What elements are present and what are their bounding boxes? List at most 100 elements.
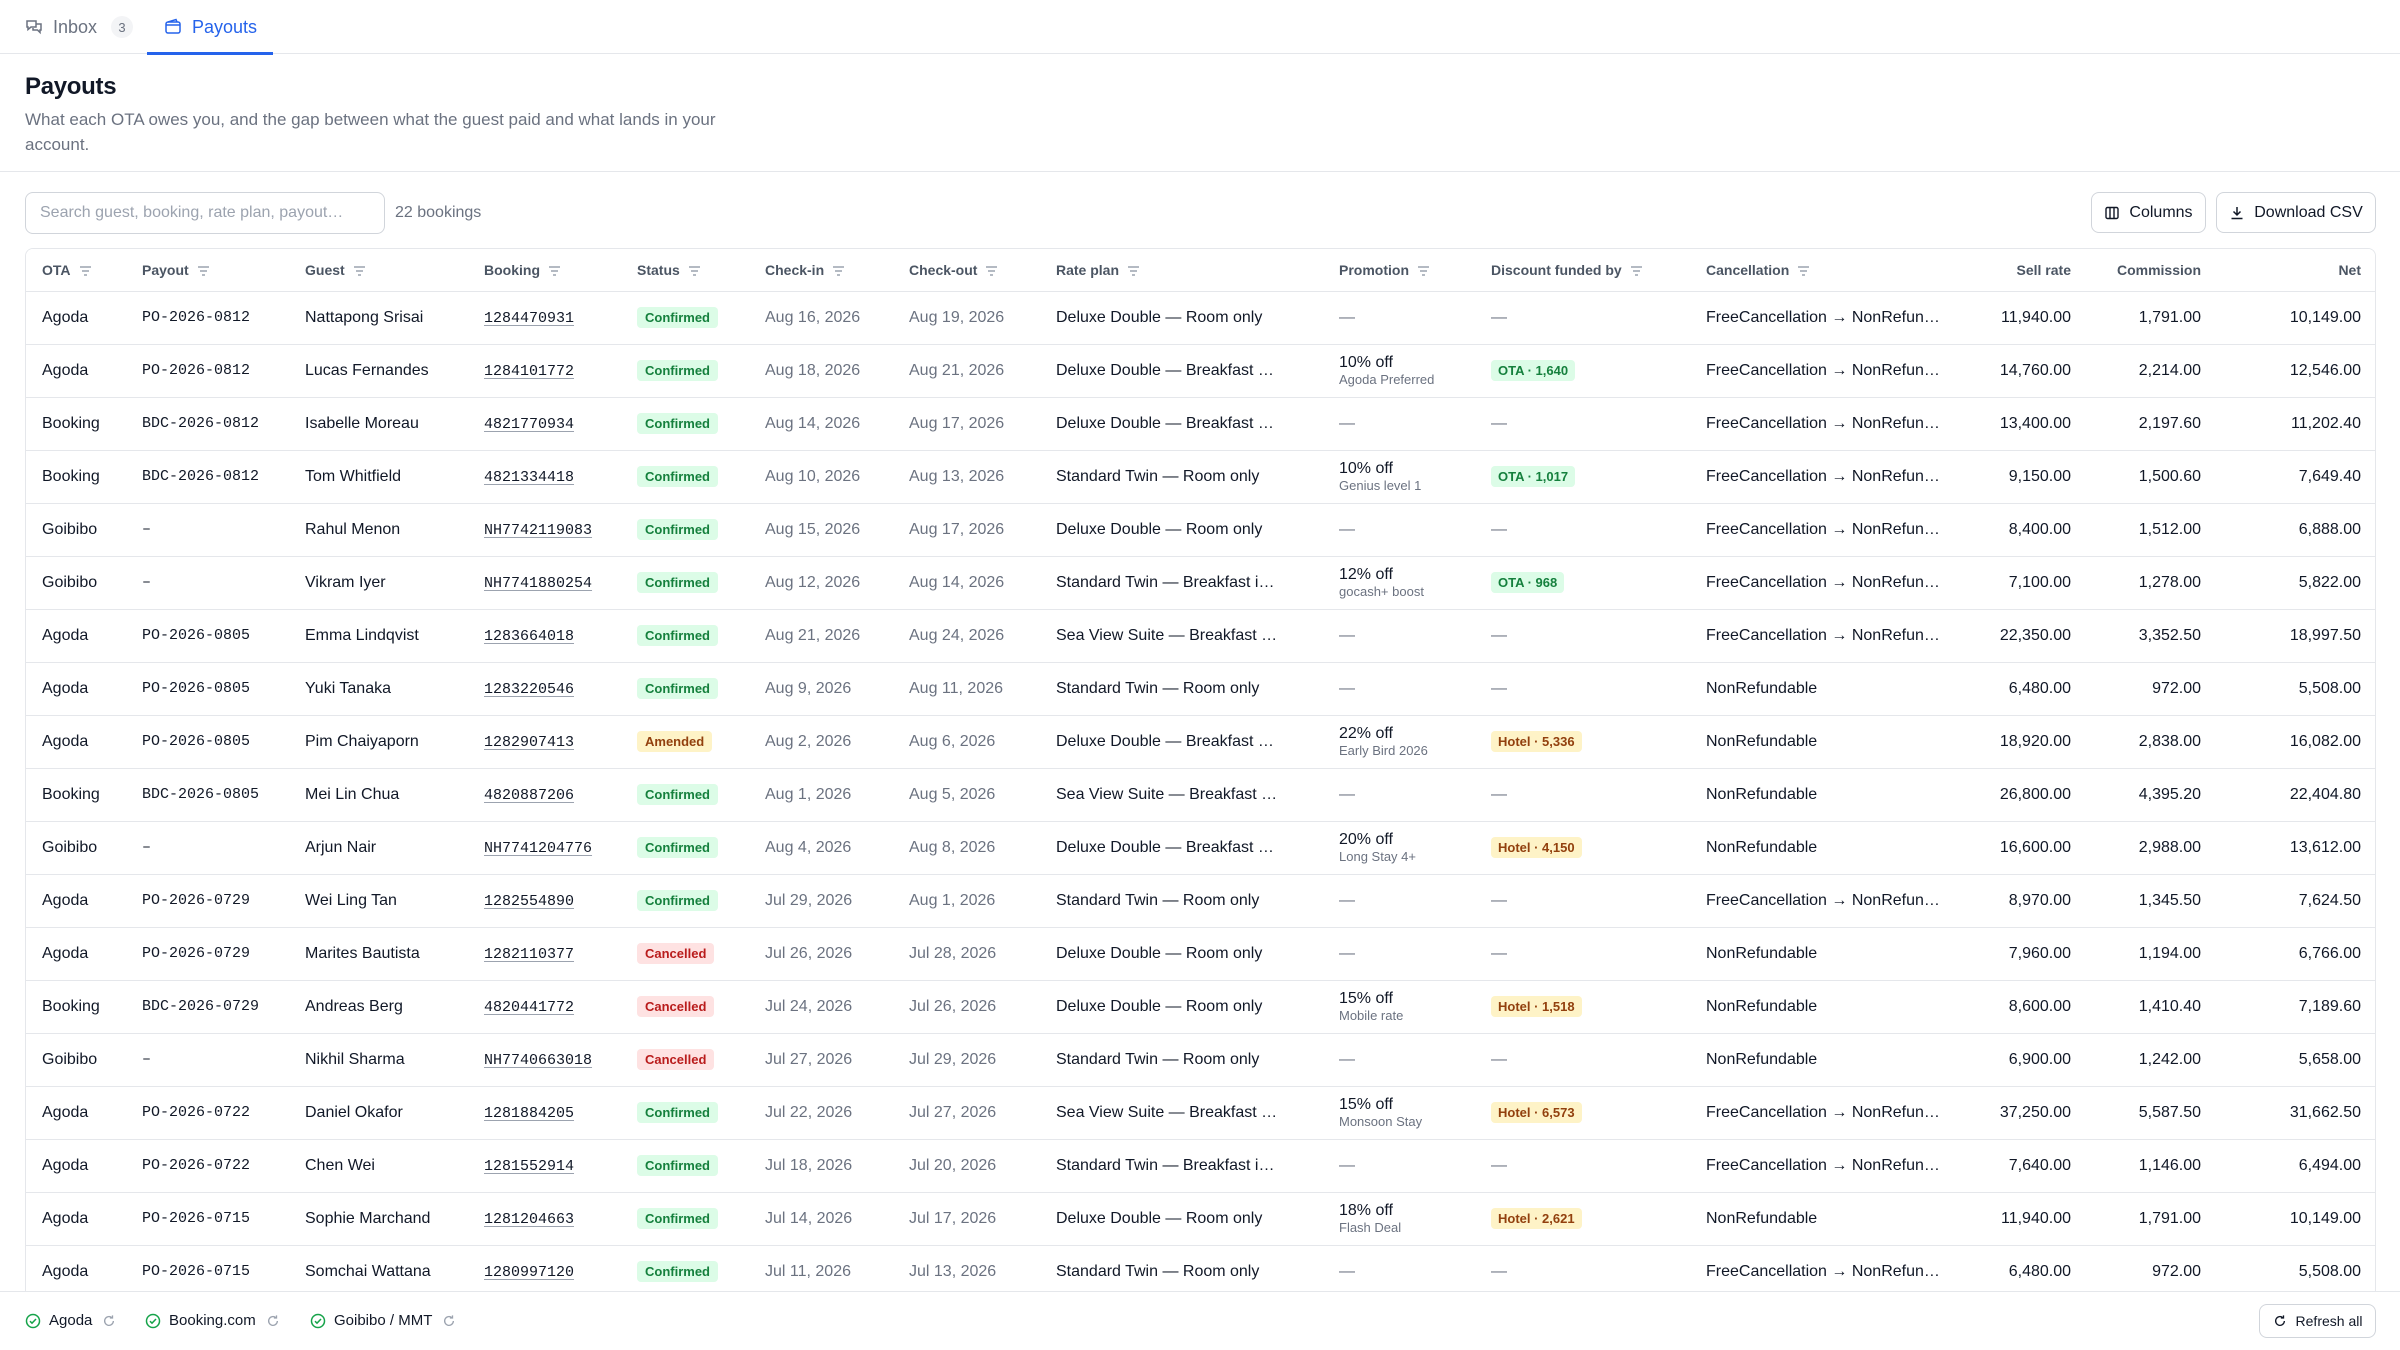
column-header-payout[interactable]: Payout [126,249,289,292]
booking-link[interactable]: 1282907413 [484,733,575,751]
table-header-row: OTA Payout Guest Booking Status Check-in… [26,249,2375,292]
booking-link[interactable]: NH7742119083 [484,521,593,539]
search-input[interactable] [25,192,385,234]
column-header-guest[interactable]: Guest [289,249,468,292]
cell-ota: Agoda [26,1086,126,1140]
cell-rate-plan: Standard Twin — Breakfast i… [1040,556,1323,610]
booking-link[interactable]: 4821770934 [484,415,575,433]
download-csv-label: Download CSV [2254,203,2363,221]
cell-commission: 1,278.00 [2087,556,2217,610]
tab-inbox[interactable]: Inbox 3 [24,0,134,54]
column-header-cancellation[interactable]: Cancellation [1690,249,1961,292]
discount-funded-empty: — [1491,891,1507,909]
column-header-promotion[interactable]: Promotion [1323,249,1475,292]
cell-net: 10,149.00 [2217,1192,2375,1246]
table-row[interactable]: Goibibo – Vikram Iyer NH7741880254 Confirmed… [26,556,2375,610]
table-row[interactable]: Agoda PO-2026-0812 Nattapong Srisai 1284470… [26,291,2375,345]
cell-net: 6,766.00 [2217,927,2375,981]
booking-link[interactable]: 1280997120 [484,1263,575,1281]
table-row[interactable]: Booking BDC-2026-0805 Mei Lin Chua 48208872… [26,768,2375,822]
booking-link[interactable]: 1284101772 [484,362,575,380]
cell-checkout: Jul 26, 2026 [893,980,1040,1034]
cell-ota: Booking [26,980,126,1034]
tab-payouts[interactable]: Payouts [147,0,274,55]
table-row[interactable]: Agoda PO-2026-0722 Chen Wei 1281552914 Confi… [26,1139,2375,1193]
table-row[interactable]: Agoda PO-2026-0805 Pim Chaiyaporn 128290741… [26,715,2375,769]
booking-link[interactable]: 4820441772 [484,998,575,1016]
table-row[interactable]: Booking BDC-2026-0729 Andreas Berg 48204417… [26,980,2375,1034]
table-row[interactable]: Goibibo – Rahul Menon NH7742119083 Confirmed… [26,503,2375,557]
cell-booking: 1282554890 [468,874,621,928]
filter-icon [986,266,998,276]
table-row[interactable]: Agoda PO-2026-0729 Marites Bautista 1282110… [26,927,2375,981]
cell-cancellation: FreeCancellation → NonRefund… [1690,503,1961,557]
cell-cancellation: NonRefundable [1690,662,1961,716]
booking-link[interactable]: 1282554890 [484,892,575,910]
table-row[interactable]: Booking BDC-2026-0812 Tom Whitfield 4821334… [26,450,2375,504]
refresh-icon[interactable] [442,1314,456,1328]
cell-ota: Booking [26,450,126,504]
cell-guest: Wei Ling Tan [289,874,468,928]
column-header-commission[interactable]: Commission [2087,249,2217,292]
booking-link[interactable]: 1284470931 [484,309,575,327]
cell-cancellation: FreeCancellation → NonRefund… [1690,1245,1961,1291]
cell-cancellation: FreeCancellation → NonRefund… [1690,344,1961,398]
column-header-ota[interactable]: OTA [26,249,126,292]
booking-link[interactable]: 1281884205 [484,1104,575,1122]
column-header-net[interactable]: Net [2217,249,2375,292]
column-header-sell-rate[interactable]: Sell rate [1961,249,2087,292]
cell-promotion: — [1323,874,1475,928]
cell-promotion: — [1323,662,1475,716]
booking-link[interactable]: 1281552914 [484,1157,575,1175]
booking-link[interactable]: 1283664018 [484,627,575,645]
cell-net: 10,149.00 [2217,291,2375,345]
booking-link[interactable]: NH7741204776 [484,839,593,857]
column-header-checkin[interactable]: Check-in [749,249,893,292]
columns-button[interactable]: Columns [2091,192,2206,233]
promotion-name: Flash Deal [1339,1219,1402,1235]
table-row[interactable]: Goibibo – Arjun Nair NH7741204776 Confirmed A… [26,821,2375,875]
discount-funded-badge: OTA · 968 [1491,572,1565,593]
table-row[interactable]: Agoda PO-2026-0812 Lucas Fernandes 12841017… [26,344,2375,398]
cell-discount-funded-by: — [1475,1245,1690,1291]
column-header-checkout[interactable]: Check-out [893,249,1040,292]
column-header-discount-funded-by[interactable]: Discount funded by [1475,249,1690,292]
refresh-icon[interactable] [266,1314,280,1328]
cell-status: Confirmed [621,344,749,398]
cell-payout: PO-2026-0729 [126,874,289,928]
cell-cancellation: FreeCancellation → NonRefund… [1690,291,1961,345]
promotion-value: — [1339,626,1355,644]
booking-link[interactable]: 1283220546 [484,680,575,698]
check-circle-icon [145,1313,161,1328]
cell-cancellation: FreeCancellation → NonRefund… [1690,609,1961,663]
column-header-rate-plan[interactable]: Rate plan [1040,249,1323,292]
table-row[interactable]: Agoda PO-2026-0805 Emma Lindqvist 128366401… [26,609,2375,663]
cell-rate-plan: Sea View Suite — Breakfast … [1040,768,1323,822]
connection-goibibo-mmt: Goibibo / MMT [310,1312,456,1329]
status-badge: Confirmed [637,1261,718,1282]
booking-link[interactable]: 1281204663 [484,1210,575,1228]
cell-checkout: Aug 21, 2026 [893,344,1040,398]
cell-cancellation: NonRefundable [1690,1192,1961,1246]
table-row[interactable]: Agoda PO-2026-0805 Yuki Tanaka 1283220546 Co… [26,662,2375,716]
column-header-status[interactable]: Status [621,249,749,292]
column-header-booking[interactable]: Booking [468,249,621,292]
booking-link[interactable]: 4820887206 [484,786,575,804]
table-row[interactable]: Agoda PO-2026-0722 Daniel Okafor 1281884205… [26,1086,2375,1140]
booking-link[interactable]: NH7741880254 [484,574,593,592]
refresh-icon[interactable] [102,1314,116,1328]
cell-ota: Agoda [26,927,126,981]
table-row[interactable]: Booking BDC-2026-0812 Isabelle Moreau 48217… [26,397,2375,451]
download-csv-button[interactable]: Download CSV [2216,192,2376,233]
cell-ota: Agoda [26,609,126,663]
table-row[interactable]: Goibibo – Nikhil Sharma NH7740663018 Cancell… [26,1033,2375,1087]
booking-link[interactable]: 1282110377 [484,945,575,963]
booking-link[interactable]: NH7740663018 [484,1051,593,1069]
cell-guest: Pim Chaiyaporn [289,715,468,769]
cell-sell-rate: 13,400.00 [1961,397,2087,451]
table-row[interactable]: Agoda PO-2026-0729 Wei Ling Tan 1282554890 C… [26,874,2375,928]
table-row[interactable]: Agoda PO-2026-0715 Somchai Wattana 12809971… [26,1245,2375,1291]
booking-link[interactable]: 4821334418 [484,468,575,486]
table-row[interactable]: Agoda PO-2026-0715 Sophie Marchand 12812046… [26,1192,2375,1246]
refresh-all-button[interactable]: Refresh all [2259,1304,2376,1338]
